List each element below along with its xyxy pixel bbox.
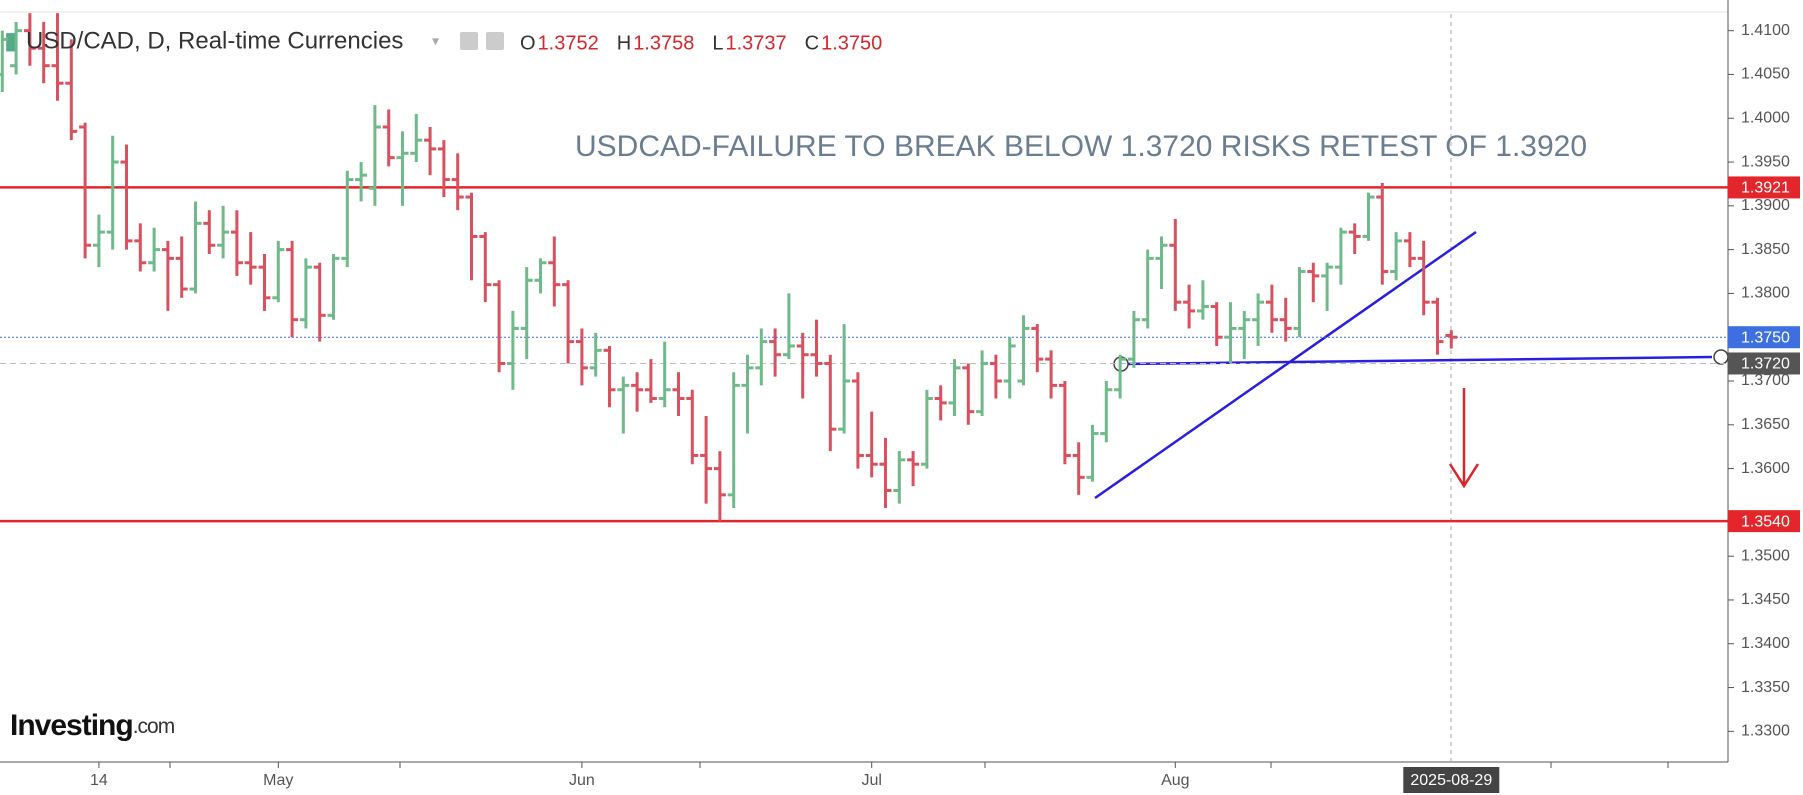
- y-tick-label: 1.3300: [1741, 723, 1790, 740]
- y-tick-label: 1.3850: [1741, 241, 1790, 258]
- price-label-box: [1728, 326, 1800, 349]
- x-tick-label: May: [263, 772, 293, 789]
- ohlc-key: L: [712, 32, 723, 54]
- ohlc-key: H: [617, 32, 631, 54]
- settings-icon[interactable]: [460, 32, 478, 50]
- y-tick-label: 1.4100: [1741, 22, 1790, 39]
- price-label-box: [1728, 510, 1800, 533]
- ohlc-key: O: [520, 32, 536, 54]
- logo-brand: Investing: [10, 709, 133, 742]
- logo: Investing.com: [10, 709, 175, 742]
- logo-suffix: .com: [133, 715, 175, 738]
- ohlc-value: 1.3758: [633, 32, 694, 54]
- settings-icon[interactable]: [486, 32, 504, 50]
- y-tick-label: 1.3650: [1741, 416, 1790, 433]
- ohlc-key: C: [805, 32, 819, 54]
- y-tick-label: 1.3950: [1741, 153, 1790, 170]
- price-label: 1.3720: [1741, 356, 1790, 373]
- y-tick-label: 1.4000: [1741, 109, 1790, 126]
- x-tick-label: Aug: [1161, 772, 1189, 789]
- ohlc-value: 1.3750: [821, 32, 882, 54]
- x-tick-label: Jul: [861, 772, 881, 789]
- support-line: [1120, 355, 1713, 366]
- y-tick-label: 1.3400: [1741, 635, 1790, 652]
- annotation: USDCAD-FAILURE TO BREAK BELOW 1.3720 RIS…: [575, 130, 1587, 163]
- y-tick-label: 1.3600: [1741, 460, 1790, 477]
- x-tick-label: 14: [90, 772, 108, 789]
- y-tick-label: 1.3500: [1741, 547, 1790, 564]
- price-label: 1.3540: [1741, 513, 1790, 530]
- y-tick-label: 1.4050: [1741, 66, 1790, 83]
- price-label-box: [1728, 352, 1800, 375]
- anchor-point: [1713, 349, 1729, 365]
- price-label-box: [1728, 176, 1800, 199]
- y-tick-label: 1.3900: [1741, 197, 1790, 214]
- symbol: USD/CAD, D, Real-time Currencies: [26, 27, 403, 54]
- dropdown[interactable]: ▾: [432, 33, 439, 49]
- y-tick-label: 1.3350: [1741, 679, 1790, 696]
- arrow-head: [1448, 463, 1480, 489]
- price-label: 1.3921: [1741, 180, 1790, 197]
- price-label: 1.3750: [1741, 329, 1790, 346]
- x-tick-label: Jun: [569, 772, 595, 789]
- y-tick-label: 1.3450: [1741, 591, 1790, 608]
- y-tick-label: 1.3800: [1741, 285, 1790, 302]
- ohlc-value: 1.3737: [725, 32, 786, 54]
- icon: ▮: [4, 27, 17, 54]
- ohlc-value: 1.3752: [538, 32, 599, 54]
- y-tick-label: 1.3700: [1741, 372, 1790, 389]
- trend-line: [1094, 230, 1477, 500]
- crosshair-date-box: [1403, 767, 1500, 793]
- crosshair-date: 2025-08-29: [1410, 772, 1492, 789]
